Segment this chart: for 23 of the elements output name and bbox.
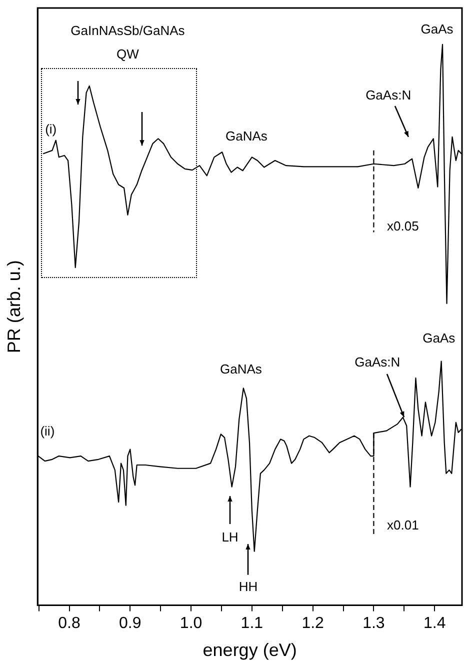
annotation: GaNAs [220,361,262,376]
x-tick-label: 1.3 [362,615,385,632]
y-axis-title: PR (arb. u.) [4,260,24,354]
annotation: LH [222,529,238,544]
annotation: x0.05 [387,218,419,234]
annotation: GaNAs [226,128,268,144]
annotation: QW [116,46,140,62]
x-tick-label: 1.0 [180,615,202,632]
annotation: GaAs [422,330,456,346]
series-label: (i) [45,121,57,136]
series-label: (ii) [40,424,55,439]
annotation: HH [238,578,258,594]
x-tick-label: 0.9 [119,615,142,632]
x-tick-label: 1.2 [302,615,324,632]
x-tick-label: 0.8 [58,615,80,632]
annotation: GaAs:N [354,354,400,370]
text: GaInNAsSb/GaNAs [70,23,186,38]
annotation: GaAs:N [366,88,412,103]
text: GaAs [420,21,454,36]
x-tick-label: 1.4 [423,615,446,632]
x-tick-label: 1.1 [240,615,264,632]
x-axis-title: energy (eV) [202,640,297,660]
annotation: x0.01 [387,518,419,533]
